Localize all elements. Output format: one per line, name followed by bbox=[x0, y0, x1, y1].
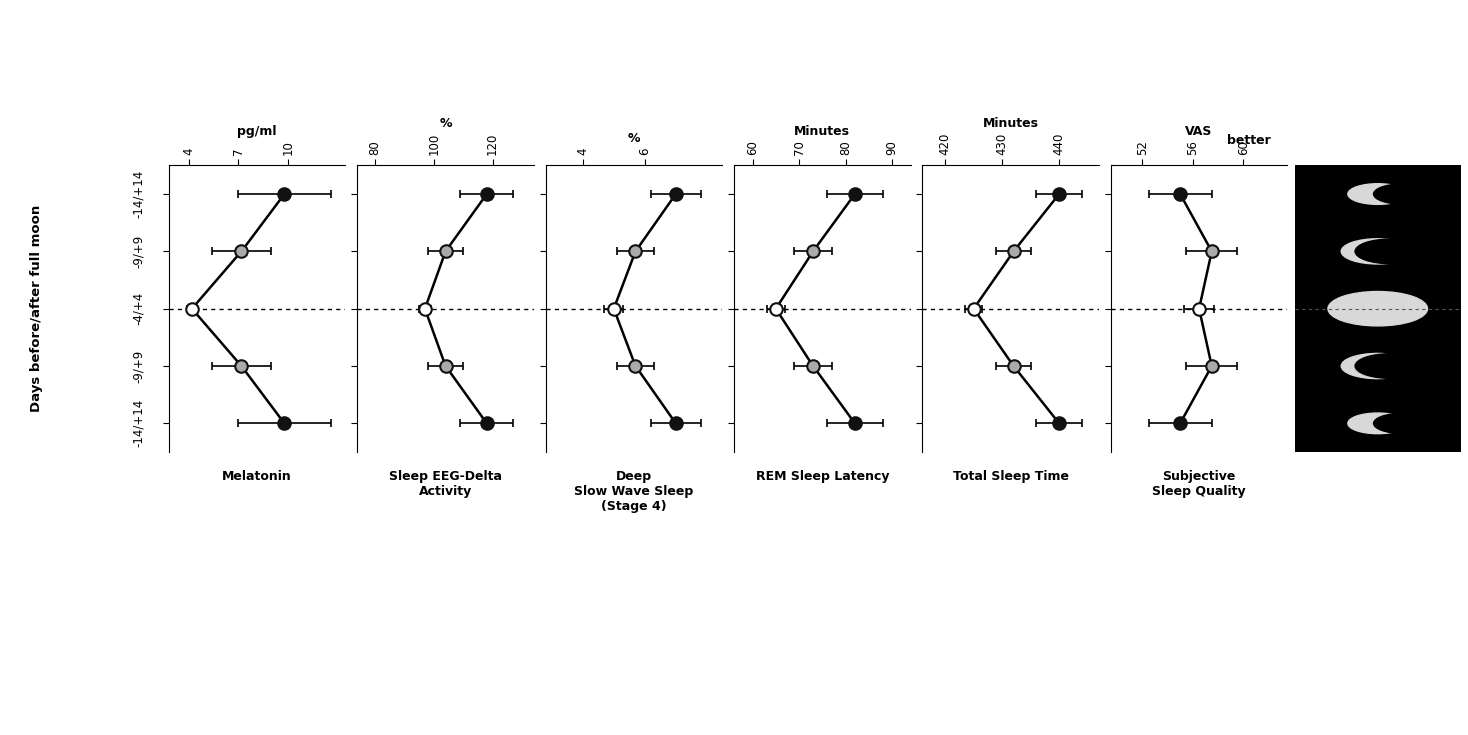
Text: Sleep EEG-Delta
Activity: Sleep EEG-Delta Activity bbox=[389, 470, 502, 498]
Text: Deep
Slow Wave Sleep
(Stage 4): Deep Slow Wave Sleep (Stage 4) bbox=[574, 470, 693, 514]
Text: Melatonin: Melatonin bbox=[222, 470, 292, 484]
Text: Total Sleep Time: Total Sleep Time bbox=[953, 470, 1069, 484]
Text: Subjective
Sleep Quality: Subjective Sleep Quality bbox=[1152, 470, 1246, 498]
X-axis label: Minutes: Minutes bbox=[982, 117, 1039, 130]
Circle shape bbox=[1374, 413, 1433, 434]
Circle shape bbox=[1355, 354, 1427, 379]
X-axis label: VAS: VAS bbox=[1186, 124, 1213, 137]
Circle shape bbox=[1329, 292, 1427, 326]
Circle shape bbox=[1355, 239, 1427, 264]
X-axis label: %: % bbox=[439, 117, 452, 130]
X-axis label: pg/ml: pg/ml bbox=[238, 124, 277, 137]
Circle shape bbox=[1348, 413, 1408, 434]
Circle shape bbox=[1374, 184, 1433, 204]
Text: REM Sleep Latency: REM Sleep Latency bbox=[756, 470, 890, 484]
Circle shape bbox=[1348, 184, 1408, 204]
X-axis label: %: % bbox=[628, 132, 640, 145]
Circle shape bbox=[1342, 239, 1414, 264]
X-axis label: Minutes: Minutes bbox=[794, 124, 850, 137]
Text: Days before/after full moon: Days before/after full moon bbox=[31, 205, 43, 412]
Circle shape bbox=[1342, 354, 1414, 379]
Text: better: better bbox=[1227, 135, 1270, 147]
